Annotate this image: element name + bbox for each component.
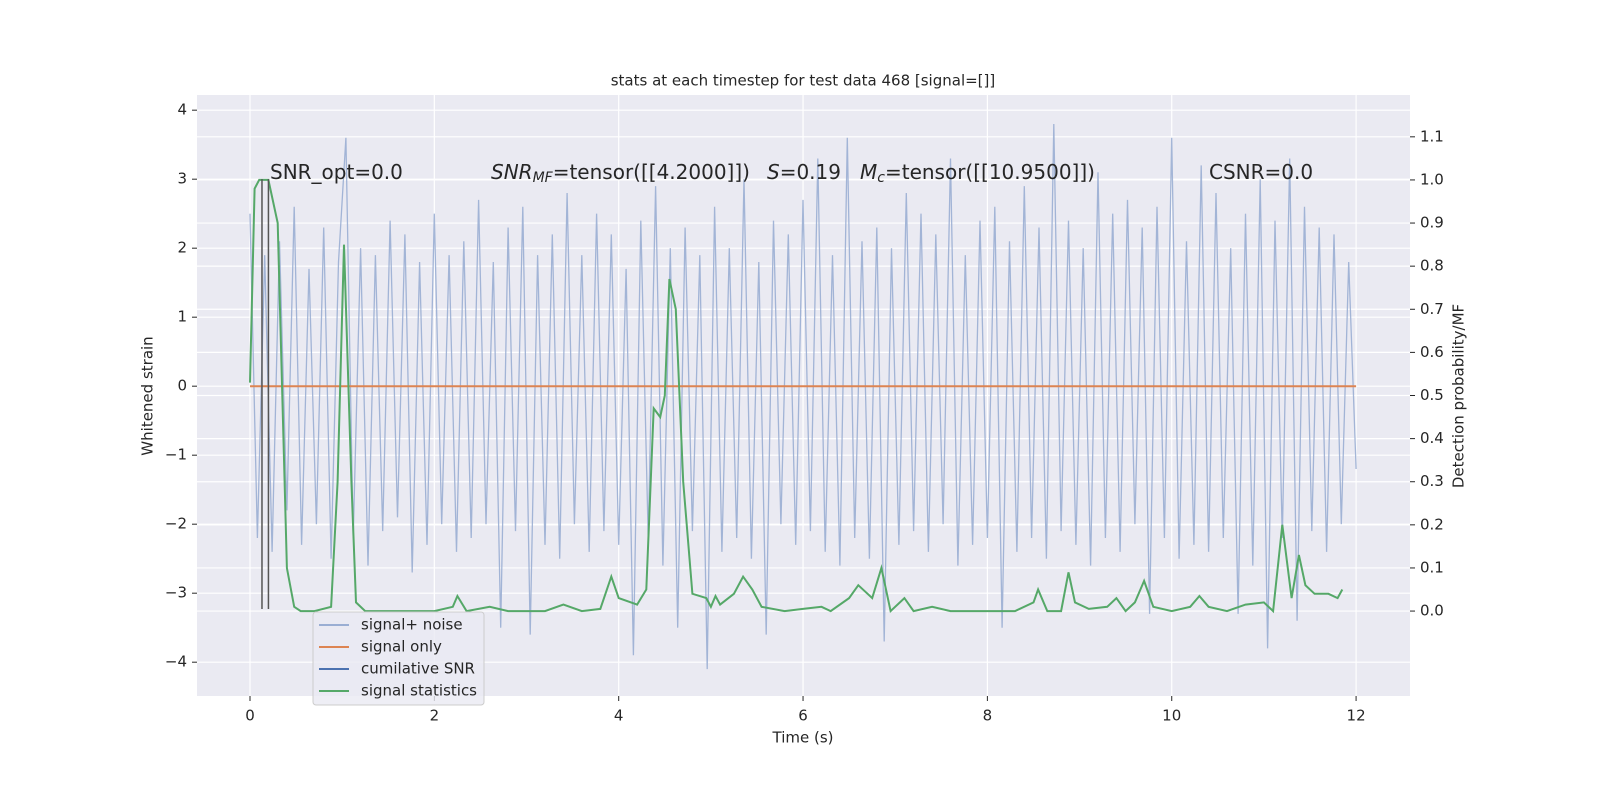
y2-tick-label: 1.1 bbox=[1420, 127, 1444, 145]
y2-tick-label: 0.8 bbox=[1420, 257, 1444, 275]
legend-label: signal statistics bbox=[361, 682, 477, 700]
legend-label: signal+ noise bbox=[361, 616, 463, 634]
chart-title: stats at each timestep for test data 468… bbox=[611, 72, 996, 90]
y2-tick-label: 1.0 bbox=[1420, 170, 1444, 188]
y2-tick-label: 0.5 bbox=[1420, 386, 1444, 404]
y2-axis-label: Detection probability/MF bbox=[1450, 304, 1468, 488]
y2-tick-label: 0.3 bbox=[1420, 472, 1444, 490]
y2-tick-label: 0.2 bbox=[1420, 515, 1444, 533]
y-tick-label: −2 bbox=[165, 515, 187, 533]
legend-label: cumilative SNR bbox=[361, 660, 475, 678]
annotation: CSNR=0.0 bbox=[1209, 160, 1313, 184]
x-tick-label: 2 bbox=[430, 707, 440, 725]
legend-box bbox=[312, 611, 485, 706]
annotation: SNR_opt=0.0 bbox=[270, 160, 403, 184]
legend: signal+ noise signal only cumilative SNR si… bbox=[312, 611, 485, 706]
y-tick-label: 3 bbox=[177, 170, 187, 188]
annotation-part: M bbox=[860, 160, 877, 184]
series-line bbox=[249, 123, 1357, 670]
x-tick-label: 12 bbox=[1347, 707, 1366, 725]
annotation-part: c bbox=[877, 170, 885, 186]
annotation: Mc=tensor([[10.9500]]) bbox=[860, 160, 1095, 187]
annotation: S=0.19 bbox=[767, 160, 841, 184]
x-axis-label: Time (s) bbox=[772, 729, 834, 747]
annotation-part: SNR_opt=0.0 bbox=[270, 160, 403, 184]
x-tick-label: 0 bbox=[245, 707, 255, 725]
labels: 0 2 4 6 8 10 12−4−3−2−1012340.00.10.20.30.40.5… bbox=[165, 101, 1444, 725]
y-tick-label: −1 bbox=[165, 446, 187, 464]
annotation-part: =tensor([[4.2000]]) bbox=[553, 160, 750, 184]
y-tick-label: −3 bbox=[165, 584, 187, 602]
annotation: SNRMF=tensor([[4.2000]]) bbox=[491, 160, 750, 187]
annotation-part: =0.19 bbox=[780, 160, 841, 184]
y2-tick-label: 0.6 bbox=[1420, 343, 1444, 361]
y-tick-label: −4 bbox=[165, 653, 187, 671]
legend-label: signal only bbox=[361, 638, 442, 656]
x-tick-label: 8 bbox=[983, 707, 993, 725]
y2-tick-label: 0.9 bbox=[1420, 214, 1444, 232]
y-tick-label: 1 bbox=[177, 308, 187, 326]
annotation-part: S bbox=[767, 160, 780, 184]
y2-tick-label: 0.0 bbox=[1420, 602, 1444, 620]
y-axis-label: Whitened strain bbox=[139, 336, 157, 455]
x-tick-label: 6 bbox=[798, 707, 808, 725]
annotation-part: SNR bbox=[491, 160, 533, 184]
series-line bbox=[249, 178, 1344, 614]
y2-tick-label: 0.1 bbox=[1420, 558, 1444, 576]
y2-tick-label: 0.4 bbox=[1420, 429, 1444, 447]
y2-tick-label: 0.7 bbox=[1420, 300, 1444, 318]
y-tick-label: 4 bbox=[177, 101, 187, 119]
y-tick-label: 0 bbox=[177, 377, 187, 395]
y-tick-label: 2 bbox=[177, 239, 187, 257]
x-tick-label: 10 bbox=[1162, 707, 1181, 725]
annotation-part: =tensor([[10.9500]]) bbox=[885, 160, 1095, 184]
annotation-part: MF bbox=[533, 170, 554, 186]
x-tick-label: 4 bbox=[614, 707, 624, 725]
marks bbox=[249, 123, 1357, 670]
annotation-part: CSNR=0.0 bbox=[1209, 160, 1313, 184]
